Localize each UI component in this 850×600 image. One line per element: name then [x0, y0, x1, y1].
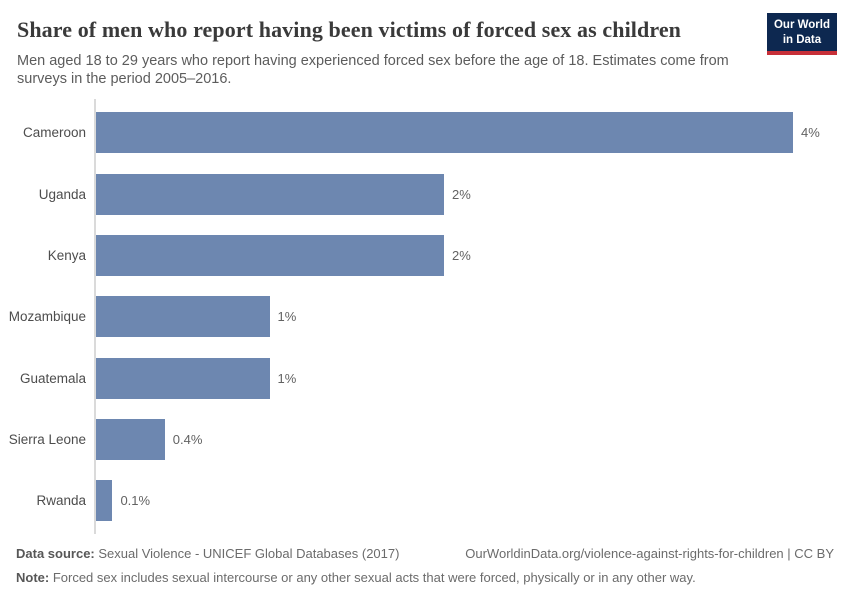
owid-logo-line1: Our World: [773, 19, 830, 31]
footer-source-line: Data source: Sexual Violence - UNICEF Gl…: [16, 546, 834, 561]
note-label: Note:: [16, 569, 50, 585]
category-label: Cameroon: [22, 125, 86, 141]
value-label: 1%: [277, 370, 297, 386]
value-label: 2%: [452, 186, 471, 202]
bar-track: 2%: [95, 234, 850, 276]
bar-track: 1%: [95, 357, 850, 399]
bar-chart: Cameroon 4% Uganda 2% Kenya 2% Mozambique 1% Gua…: [0, 98, 850, 534]
header-text-block: Share of men who report having been vict…: [17, 10, 767, 89]
chart-header: Share of men who report having been vict…: [0, 0, 850, 89]
data-source-text: Data source: Sexual Violence - UNICEF Gl…: [16, 546, 399, 561]
value-label: 0.4%: [172, 432, 203, 448]
bar-row: Sierra Leone 0.4%: [0, 409, 850, 470]
category-label: Rwanda: [36, 493, 86, 509]
bar[interactable]: [95, 480, 113, 522]
bar-track: 1%: [95, 296, 850, 338]
footer-note-line: Note: Forced sex includes sexual interco…: [16, 570, 834, 585]
value-label: 0.1%: [120, 493, 151, 509]
owid-logo-line2: in Data: [782, 33, 822, 46]
bar-track: 2%: [95, 173, 850, 215]
bar-row: Kenya 2%: [0, 225, 850, 286]
note-text: Forced sex includes sexual intercourse o…: [49, 569, 696, 585]
owid-logo: Our World in Data: [766, 13, 837, 56]
bar-track: 4%: [95, 112, 850, 154]
bar[interactable]: [95, 296, 270, 338]
data-source-value: Sexual Violence - UNICEF Global Database…: [94, 545, 400, 561]
bar-row: Cameroon 4%: [0, 102, 850, 163]
value-label: 2%: [452, 247, 471, 263]
bar-track: 0.4%: [95, 419, 850, 461]
data-source-label: Data source:: [16, 545, 95, 561]
value-label: 4%: [801, 125, 820, 141]
category-label: Kenya: [47, 247, 86, 263]
category-label: Sierra Leone: [8, 432, 86, 448]
owid-url-link[interactable]: OurWorldinData.org/violence-against-righ…: [465, 545, 834, 561]
category-label: Mozambique: [8, 309, 86, 325]
bar[interactable]: [95, 234, 444, 276]
bar-row: Guatemala 1%: [0, 348, 850, 409]
bar[interactable]: [95, 419, 165, 461]
bar-row: Mozambique 1%: [0, 286, 850, 347]
chart-footer: Data source: Sexual Violence - UNICEF Gl…: [0, 534, 850, 585]
category-label: Guatemala: [19, 370, 86, 386]
bar-rows: Cameroon 4% Uganda 2% Kenya 2% Mozambique 1% Gua…: [0, 99, 850, 532]
chart-subtitle: Men aged 18 to 29 years who report havin…: [17, 53, 729, 87]
bar[interactable]: [95, 112, 793, 154]
bar[interactable]: [95, 173, 444, 215]
bar[interactable]: [95, 357, 270, 399]
bar-row: Rwanda 0.1%: [0, 470, 850, 531]
value-label: 1%: [277, 309, 297, 325]
category-label: Uganda: [38, 186, 86, 202]
bar-track: 0.1%: [95, 480, 850, 522]
y-axis-line: [94, 98, 96, 534]
page-title: Share of men who report having been vict…: [17, 17, 682, 42]
bar-row: Uganda 2%: [0, 163, 850, 224]
